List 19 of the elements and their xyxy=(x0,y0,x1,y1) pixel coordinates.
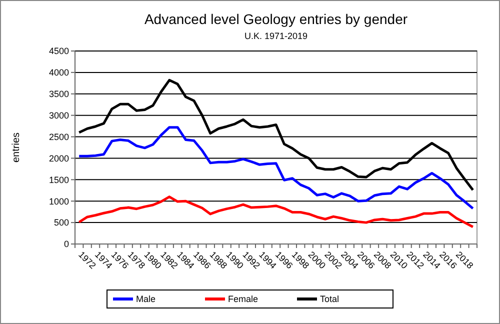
legend-label: Female xyxy=(228,294,258,304)
y-tick-label: 0 xyxy=(64,239,69,250)
y-tick-label: 3500 xyxy=(48,89,69,100)
y-tick-label: 3000 xyxy=(48,110,69,120)
line-series xyxy=(78,126,474,210)
y-tick-label: 500 xyxy=(54,218,69,228)
legend-label: Total xyxy=(320,294,340,304)
y-tick-label: 1000 xyxy=(48,196,69,206)
y-tick-label: 2500 xyxy=(48,132,69,142)
y-tick-label: 4500 xyxy=(48,46,69,56)
chart-title: Advanced level Geology entries by gender xyxy=(144,11,408,27)
y-tick-label: 1500 xyxy=(48,174,69,185)
y-tick-label: 4000 xyxy=(48,68,69,78)
y-axis-title: entries xyxy=(11,132,22,163)
chart-subtitle: U.K. 1971-2019 xyxy=(244,31,308,41)
y-tick-label: 2000 xyxy=(48,153,69,164)
line-series xyxy=(78,78,474,192)
line-series xyxy=(78,196,474,228)
legend-label: Male xyxy=(136,294,156,304)
